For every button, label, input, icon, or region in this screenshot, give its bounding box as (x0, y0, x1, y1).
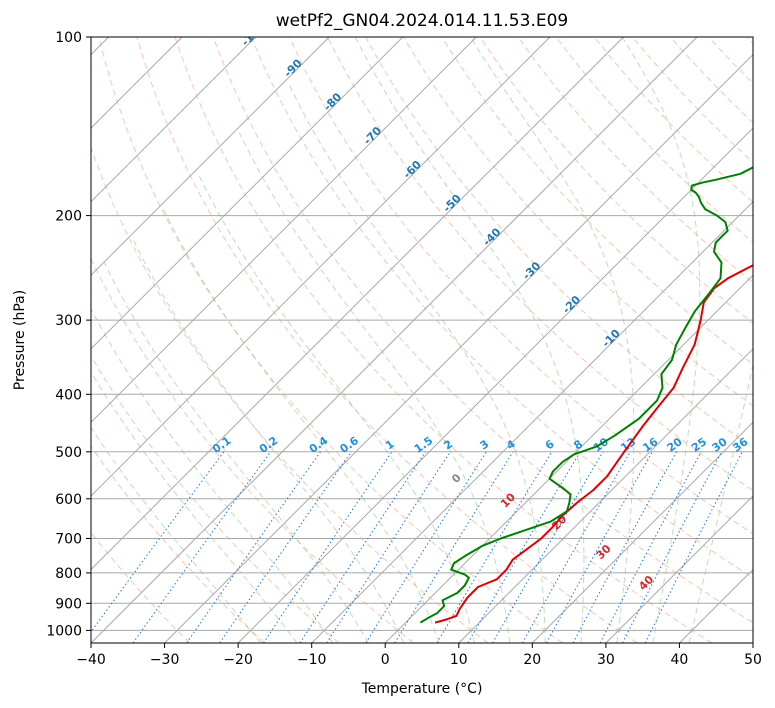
isotherm (91, 37, 624, 571)
isotherm (91, 37, 477, 424)
mixing-ratio-line (572, 451, 678, 643)
mixing-ratio-line (599, 451, 702, 643)
background-lines (91, 37, 753, 643)
y-tick-label: 300 (55, 313, 82, 329)
x-tick-label: 50 (744, 652, 762, 668)
y-tick-label: 500 (55, 445, 82, 461)
mixing-ratio-line (91, 451, 225, 633)
moist-adiabat (621, 37, 701, 643)
moist-adiabat (197, 173, 475, 643)
mixing-ratio-line (546, 451, 653, 643)
y-tick-label: 700 (55, 532, 82, 548)
dry-adiabat (91, 445, 265, 643)
x-tick-label: −40 (76, 652, 106, 668)
dry-adiabat (91, 257, 414, 643)
isotherm (91, 37, 404, 350)
dry-adiabat (327, 37, 753, 492)
y-tick-label: 600 (55, 492, 82, 508)
moist-adiabat (688, 362, 753, 643)
isotherm (91, 37, 698, 643)
y-tick-label: 800 (55, 566, 82, 582)
y-tick-label: 900 (55, 596, 82, 612)
dry-adiabat (98, 37, 563, 643)
mixing-ratio-line (132, 451, 272, 643)
mixing-ratio-line (436, 451, 553, 643)
profile-lines (419, 166, 753, 624)
isotherm (91, 37, 551, 497)
moist-adiabat (91, 426, 262, 643)
dry-adiabat (212, 37, 753, 624)
dry-adiabat (288, 37, 753, 535)
mixing-ratio-line (219, 451, 352, 643)
isotherm (237, 127, 753, 643)
y-tick-label: 100 (55, 30, 82, 46)
isotherm (605, 495, 753, 643)
y-axis-label: Pressure (hPa) (12, 290, 28, 390)
x-axis-ticks: −40 −30 −20 −10 0 10 20 30 40 50 (76, 643, 762, 668)
mixing-ratio-line (326, 451, 451, 643)
plot-frame (90, 36, 754, 644)
x-tick-label: 30 (597, 652, 615, 668)
temperature-line (434, 264, 753, 624)
isotherm-label: -100 (239, 20, 268, 49)
mixing-ratio-line (365, 451, 487, 643)
mixing-ratio-line (299, 451, 426, 643)
dry-adiabat (174, 37, 713, 643)
isotherm (91, 37, 257, 203)
isotherm (458, 348, 753, 643)
y-tick-label: 200 (55, 209, 82, 225)
x-tick-label: 10 (450, 652, 468, 668)
x-tick-label: −30 (150, 652, 180, 668)
moist-adiabat (132, 239, 405, 643)
moist-adiabat (162, 208, 440, 643)
moist-adiabat (91, 307, 334, 643)
x-tick-label: −20 (223, 652, 253, 668)
mixing-ratio-line (522, 451, 631, 643)
x-axis-label: Temperature (°C) (361, 681, 483, 697)
isotherm (531, 421, 753, 643)
mixing-ratio-line (186, 451, 321, 643)
dewpoint-line (419, 166, 753, 624)
x-tick-label: 0 (381, 652, 390, 668)
isotherm (164, 53, 753, 643)
isotherm (311, 200, 753, 643)
dry-adiabat (136, 37, 638, 643)
dry-adiabat (250, 37, 753, 579)
chart-title: wetPf2_GN04.2024.014.11.53.E09 (276, 11, 568, 31)
isotherm (91, 37, 330, 276)
isotherm (384, 274, 753, 643)
moist-adiabat (288, 83, 546, 643)
x-tick-label: 20 (523, 652, 541, 668)
mixing-ratio-line (263, 451, 393, 643)
dry-adiabat (91, 355, 340, 643)
y-tick-label: 1000 (46, 623, 82, 639)
y-tick-label: 400 (55, 387, 82, 403)
x-tick-label: 40 (670, 652, 688, 668)
y-axis-ticks: 100 200 300 400 500 600 700 800 900 1000 (46, 30, 91, 639)
moist-adiabat (354, 37, 585, 643)
moist-adiabat (470, 37, 635, 643)
x-tick-label: −10 (297, 652, 327, 668)
